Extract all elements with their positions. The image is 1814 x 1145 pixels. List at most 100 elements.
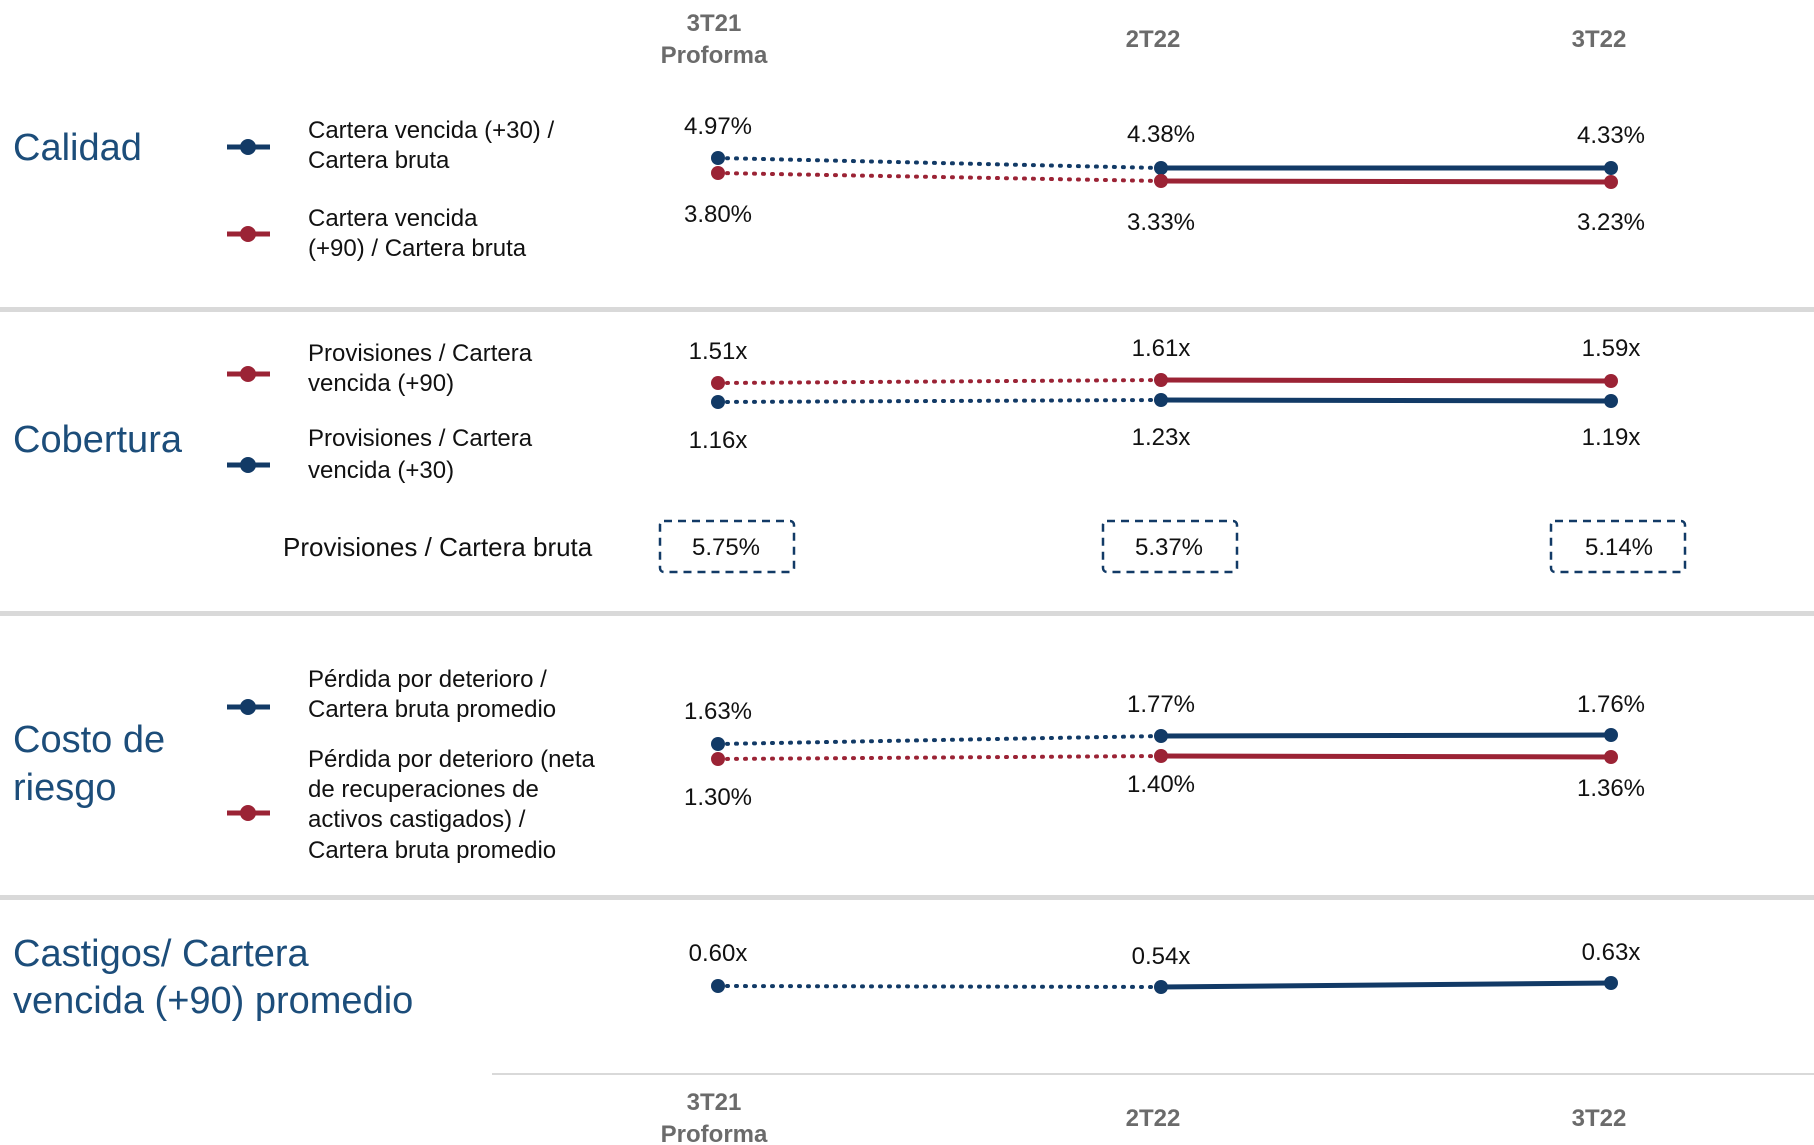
series-2-0-label-2: 1.76% xyxy=(1577,691,1645,718)
legend-marker-1-1 xyxy=(240,457,256,473)
series-0-1-label-1: 3.33% xyxy=(1127,209,1195,236)
series-3-0-label-0: 0.60x xyxy=(689,940,748,967)
legend-marker-0-0 xyxy=(240,139,256,155)
series-1-1-label-1: 1.23x xyxy=(1132,424,1191,451)
series-2-0-label-0: 1.63% xyxy=(684,698,752,725)
boxed-value-frame-0 xyxy=(658,519,796,574)
section-divider-0 xyxy=(0,307,1814,312)
legend-text-2-1-1: de recuperaciones de xyxy=(308,776,539,803)
series-0-0-point-1 xyxy=(1154,161,1168,175)
header-bottom-0-line2: Proforma xyxy=(661,1121,768,1145)
series-0-1-label-0: 3.80% xyxy=(684,201,752,228)
series-2-1-point-2 xyxy=(1604,750,1618,764)
legend-marker-1-0 xyxy=(240,366,256,382)
series-1-0-point-0 xyxy=(711,376,725,390)
series-2-0-point-2 xyxy=(1604,728,1618,742)
header-bottom-2: 3T22 xyxy=(1572,1105,1627,1132)
series-1-0-label-0: 1.51x xyxy=(689,338,748,365)
series-2-0-point-1 xyxy=(1154,729,1168,743)
series-3-0-point-1 xyxy=(1154,980,1168,994)
section-title-1-0: Cobertura xyxy=(13,419,183,461)
series-1-1-label-2: 1.19x xyxy=(1582,424,1641,451)
header-top-1: 2T22 xyxy=(1126,26,1181,53)
boxed-value-frame-2 xyxy=(1549,519,1687,574)
header-top-0-line1: 3T21 xyxy=(687,10,742,37)
series-1-0-point-2 xyxy=(1604,374,1618,388)
section-divider-2 xyxy=(0,895,1814,900)
series-2-1-label-1: 1.40% xyxy=(1127,771,1195,798)
series-2-0-dotted-segment xyxy=(716,734,1163,746)
series-2-0-label-1: 1.77% xyxy=(1127,691,1195,718)
header-top-0-line2: Proforma xyxy=(661,42,768,69)
series-3-0-point-0 xyxy=(711,979,725,993)
legend-text-2-1-2: activos castigados) / xyxy=(308,806,526,833)
header-bottom-1: 2T22 xyxy=(1126,1105,1181,1132)
series-0-0-point-0 xyxy=(711,151,725,165)
series-2-1-point-1 xyxy=(1154,749,1168,763)
series-0-1-point-0 xyxy=(711,166,725,180)
legend-text-2-1-3: Cartera bruta promedio xyxy=(308,837,556,864)
series-0-0-point-2 xyxy=(1604,161,1618,175)
boxed-row-label: Provisiones / Cartera bruta xyxy=(283,532,593,562)
series-1-1-point-0 xyxy=(711,395,725,409)
legend-text-1-1-0: Provisiones / Cartera xyxy=(308,425,533,452)
boxed-value-2: 5.14% xyxy=(1585,534,1653,561)
series-2-1-solid-segment xyxy=(1160,753,1612,760)
series-0-0-label-2: 4.33% xyxy=(1577,122,1645,149)
series-1-0-label-2: 1.59x xyxy=(1582,335,1641,362)
boxed-value-0: 5.75% xyxy=(692,534,760,561)
legend-marker-2-1 xyxy=(240,805,256,821)
series-0-1-label-2: 3.23% xyxy=(1577,209,1645,236)
series-0-1-point-2 xyxy=(1604,175,1618,189)
series-2-1-point-0 xyxy=(711,752,725,766)
boxed-value-1: 5.37% xyxy=(1135,534,1203,561)
series-2-0-point-0 xyxy=(711,737,725,751)
series-3-0-label-2: 0.63x xyxy=(1582,939,1641,966)
legend-text-2-1-0: Pérdida por deterioro (neta xyxy=(308,746,595,773)
section-title-2-1: riesgo xyxy=(13,767,117,809)
legend-text-0-1-1: (+90) / Cartera bruta xyxy=(308,235,527,262)
series-3-0-point-2 xyxy=(1604,976,1618,990)
legend-text-0-0-1: Cartera bruta xyxy=(308,147,450,174)
series-3-0-solid-segment xyxy=(1160,980,1612,990)
section-title-0-0: Calidad xyxy=(13,127,142,169)
legend-text-2-0-0: Pérdida por deterioro / xyxy=(308,666,547,693)
legend-marker-0-1 xyxy=(240,226,256,242)
header-bottom-0-line1: 3T21 xyxy=(687,1089,742,1116)
series-1-0-point-1 xyxy=(1154,373,1168,387)
series-1-0-solid-segment xyxy=(1160,377,1612,384)
section-divider-1 xyxy=(0,611,1814,616)
legend-text-1-0-0: Provisiones / Cartera xyxy=(308,340,533,367)
series-1-1-solid-segment xyxy=(1160,397,1612,404)
section-title-2-0: Costo de xyxy=(13,719,165,761)
series-0-1-point-1 xyxy=(1154,174,1168,188)
series-2-1-label-0: 1.30% xyxy=(684,784,752,811)
series-0-1-dotted-segment xyxy=(716,171,1163,183)
series-1-1-point-2 xyxy=(1604,394,1618,408)
series-1-1-point-1 xyxy=(1154,393,1168,407)
legend-text-1-1-1: vencida (+30) xyxy=(308,457,454,484)
series-3-0-label-1: 0.54x xyxy=(1132,943,1191,970)
legend-text-1-0-1: vencida (+90) xyxy=(308,370,454,397)
series-1-0-label-1: 1.61x xyxy=(1132,335,1191,362)
series-2-1-label-2: 1.36% xyxy=(1577,775,1645,802)
series-1-0-dotted-segment xyxy=(716,378,1163,385)
legend-text-0-1-0: Cartera vencida xyxy=(308,205,478,232)
series-0-1-solid-segment xyxy=(1160,178,1612,185)
header-top-2: 3T22 xyxy=(1572,26,1627,53)
series-1-1-label-0: 1.16x xyxy=(689,427,748,454)
series-0-0-label-0: 4.97% xyxy=(684,113,752,140)
series-0-0-dotted-segment xyxy=(716,156,1163,170)
series-0-0-label-1: 4.38% xyxy=(1127,121,1195,148)
section-title-3-0: Castigos/ Cartera xyxy=(13,933,310,975)
series-3-0-dotted-segment xyxy=(716,984,1163,989)
legend-text-0-0-0: Cartera vencida (+30) / xyxy=(308,117,554,144)
legend-marker-2-0 xyxy=(240,699,256,715)
section-title-3-1: vencida (+90) promedio xyxy=(13,980,413,1022)
boxed-value-frame-1 xyxy=(1101,519,1239,574)
series-2-0-solid-segment xyxy=(1160,732,1612,739)
series-1-1-dotted-segment xyxy=(716,398,1163,404)
legend-text-2-0-1: Cartera bruta promedio xyxy=(308,696,556,723)
series-2-1-dotted-segment xyxy=(716,754,1163,761)
